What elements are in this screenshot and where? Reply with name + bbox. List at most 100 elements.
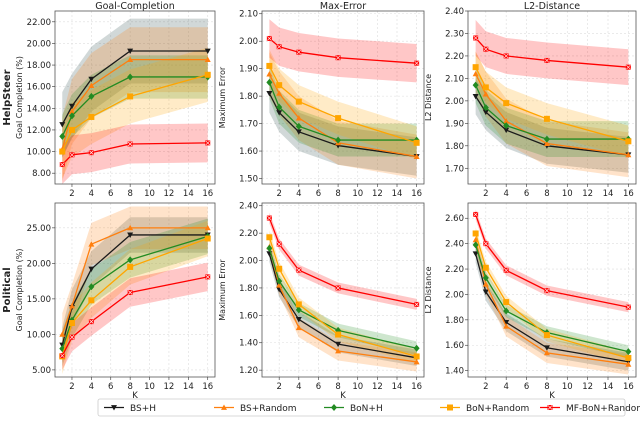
x-tick-label: 4 (89, 189, 94, 199)
data-point (127, 73, 134, 81)
x-tick-label: 2 (483, 189, 488, 199)
x-tick-label: 12 (164, 382, 175, 392)
x-tick-label: 8 (335, 382, 340, 392)
data-point (88, 113, 95, 120)
data-point (335, 331, 342, 338)
y-tick-label: 2.20 (239, 229, 258, 239)
legend-item: BS+Random (214, 404, 297, 414)
plot-frame (54, 202, 216, 378)
data-point-cross (276, 44, 282, 49)
x-tick-label: 4 (503, 382, 508, 392)
confidence-band (62, 220, 208, 375)
x-tick-label: 14 (392, 382, 403, 392)
y-tick-label: 2.40 (445, 7, 464, 17)
data-point (204, 56, 211, 63)
legend-item: MF-BoN+Random (540, 404, 640, 414)
legend-label: MF-BoN+Random (566, 404, 640, 414)
data-point (276, 282, 283, 288)
x-tick-label: 6 (524, 189, 529, 199)
y-tick-label: 2.30 (445, 29, 464, 39)
x-tick-label: 10 (352, 189, 363, 199)
y-tick-label: 1.50 (239, 175, 258, 185)
data-point (335, 341, 342, 348)
data-point (276, 277, 283, 285)
confidence-band (62, 218, 208, 367)
data-point (413, 353, 420, 360)
data-point (482, 104, 489, 112)
y-tick-label: 10.00 (27, 330, 51, 340)
data-point (503, 299, 510, 306)
x-tick-label: 14 (183, 382, 194, 392)
data-point-cross (414, 60, 419, 66)
x-tick-label: 10 (144, 189, 155, 199)
data-point (59, 148, 66, 155)
plot-frame (261, 202, 425, 378)
data-point (503, 122, 510, 130)
confidence-band (475, 51, 629, 178)
data-point (127, 232, 134, 238)
data-point-cross (414, 302, 419, 307)
data-point (204, 71, 211, 78)
confidence-band (62, 123, 208, 184)
data-point (88, 92, 95, 100)
panel-0-0: 2 4 6 8 10 12 14 16 8.00 10.00 12.00 14.00 16.00 18.0… (15, 1, 216, 199)
x-tick-label: 4 (296, 382, 301, 392)
x-tick-label: 16 (202, 189, 213, 199)
x-tick-label: 2 (276, 382, 281, 392)
confidence-band (62, 217, 208, 363)
data-point-cross (483, 241, 489, 246)
confidence-band (62, 206, 208, 356)
data-point (266, 71, 273, 77)
data-point-cross (503, 53, 509, 59)
legend-label: BoN+Random (466, 404, 529, 414)
x-tick-label: 14 (603, 189, 614, 199)
data-point (204, 48, 211, 55)
data-point (88, 241, 95, 247)
x-tick-label: 12 (164, 189, 175, 199)
data-point (266, 90, 273, 97)
data-point (543, 140, 550, 146)
y-axis-label: Goal Completion (%) (15, 249, 24, 332)
legend-marker (447, 404, 453, 411)
y-tick-label: 25.00 (27, 224, 51, 234)
data-point (204, 235, 211, 242)
data-point (625, 138, 632, 145)
data-point-cross (69, 152, 75, 158)
x-tick-label: 16 (202, 382, 213, 392)
data-point (127, 93, 134, 100)
legend-marker-cross (547, 405, 553, 410)
plot-frame (261, 10, 425, 185)
data-point-cross (296, 49, 302, 55)
data-point (295, 129, 302, 135)
data-point-cross (205, 140, 210, 146)
data-point (472, 70, 479, 77)
panel-title: Max-Error (320, 1, 366, 12)
data-point-cross (626, 64, 631, 70)
y-tick-label: 8.00 (32, 169, 51, 179)
data-point-cross (60, 353, 65, 358)
data-point (295, 324, 302, 331)
legend-label: BoN+H (350, 404, 383, 414)
data-point (68, 302, 75, 309)
y-tick-label: 1.80 (239, 284, 258, 294)
data-point (276, 90, 283, 96)
data-point-cross (626, 304, 631, 310)
data-point (127, 224, 134, 231)
x-axis-label: K (132, 391, 138, 401)
y-tick-label: 1.70 (445, 164, 464, 174)
data-point (88, 297, 95, 304)
data-point (482, 264, 489, 271)
x-tick-label: 6 (524, 382, 529, 392)
confidence-band (269, 19, 417, 83)
x-tick-label: 8 (127, 189, 132, 199)
data-point-cross (296, 267, 302, 273)
y-tick-label: 14.00 (27, 104, 51, 114)
plot-frame (54, 10, 216, 185)
y-tick-label: 2.20 (445, 265, 464, 275)
data-point (625, 151, 632, 158)
data-point-cross (60, 162, 65, 167)
data-point-cross (267, 36, 272, 41)
legend-item: BS+H (104, 404, 156, 414)
y-tick-label: 1.90 (445, 119, 464, 129)
plot-frame (467, 10, 637, 185)
